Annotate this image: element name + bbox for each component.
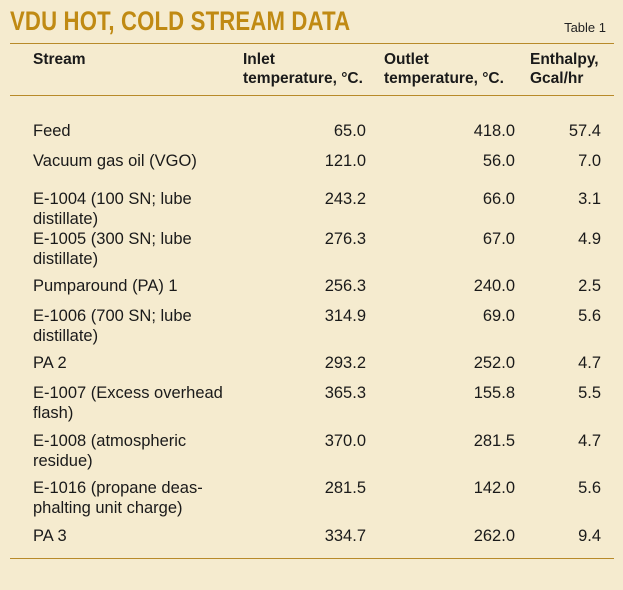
table-label: Table 1 xyxy=(564,20,606,35)
inlet-temperature: 334.7 xyxy=(324,527,366,545)
outlet-temperature: 142.0 xyxy=(473,479,515,497)
outlet-temperature: 56.0 xyxy=(482,152,515,170)
header-outlet: Outlet temperature, °C. xyxy=(384,51,504,87)
outlet-temperature: 69.0 xyxy=(482,307,515,325)
enthalpy-value: 3.1 xyxy=(578,190,601,208)
enthalpy-value: 5.6 xyxy=(578,479,601,497)
enthalpy-value: 57.4 xyxy=(568,122,601,140)
stream-name: Vacuum gas oil (VGO) xyxy=(33,152,197,170)
enthalpy-value: 7.0 xyxy=(578,152,601,170)
outlet-temperature: 66.0 xyxy=(482,190,515,208)
inlet-temperature: 256.3 xyxy=(324,277,366,295)
outlet-temperature: 281.5 xyxy=(473,432,515,450)
header-rule xyxy=(10,95,614,96)
outlet-temperature: 418.0 xyxy=(473,122,515,140)
inlet-temperature: 276.3 xyxy=(324,230,366,248)
enthalpy-value: 4.9 xyxy=(578,230,601,248)
inlet-temperature: 365.3 xyxy=(324,384,366,402)
stream-name: E-1007 (Excess overhead flash) xyxy=(33,384,223,422)
inlet-temperature: 243.2 xyxy=(324,190,366,208)
enthalpy-value: 4.7 xyxy=(578,432,601,450)
outlet-temperature: 67.0 xyxy=(482,230,515,248)
inlet-temperature: 65.0 xyxy=(333,122,366,140)
stream-name: E-1006 (700 SN; lube distillate) xyxy=(33,307,192,345)
stream-name: E-1005 (300 SN; lube distillate) xyxy=(33,230,192,268)
stream-name: E-1008 (atmospheric residue) xyxy=(33,432,187,470)
inlet-temperature: 293.2 xyxy=(324,354,366,372)
page-title: VDU HOT, COLD STREAM DATA xyxy=(10,6,351,36)
header-inlet: Inlet temperature, °C. xyxy=(243,51,363,87)
enthalpy-value: 5.5 xyxy=(578,384,601,402)
header-stream: Stream xyxy=(33,51,86,68)
enthalpy-value: 4.7 xyxy=(578,354,601,372)
enthalpy-value: 2.5 xyxy=(578,277,601,295)
header-enthalpy: Enthalpy, Gcal/hr xyxy=(530,51,599,87)
outlet-temperature: 155.8 xyxy=(473,384,515,402)
inlet-temperature: 370.0 xyxy=(324,432,366,450)
stream-name: Pumparound (PA) 1 xyxy=(33,277,178,295)
stream-name: E-1016 (propane deas-phalting unit charg… xyxy=(33,479,203,517)
bottom-rule xyxy=(10,558,614,559)
stream-name: PA 3 xyxy=(33,527,67,545)
inlet-temperature: 121.0 xyxy=(324,152,366,170)
enthalpy-value: 9.4 xyxy=(578,527,601,545)
outlet-temperature: 252.0 xyxy=(473,354,515,372)
stream-name: Feed xyxy=(33,122,71,140)
inlet-temperature: 281.5 xyxy=(324,479,366,497)
enthalpy-value: 5.6 xyxy=(578,307,601,325)
stream-name: E-1004 (100 SN; lube distillate) xyxy=(33,190,192,228)
outlet-temperature: 240.0 xyxy=(473,277,515,295)
top-rule xyxy=(10,43,614,44)
outlet-temperature: 262.0 xyxy=(473,527,515,545)
inlet-temperature: 314.9 xyxy=(324,307,366,325)
stream-name: PA 2 xyxy=(33,354,67,372)
